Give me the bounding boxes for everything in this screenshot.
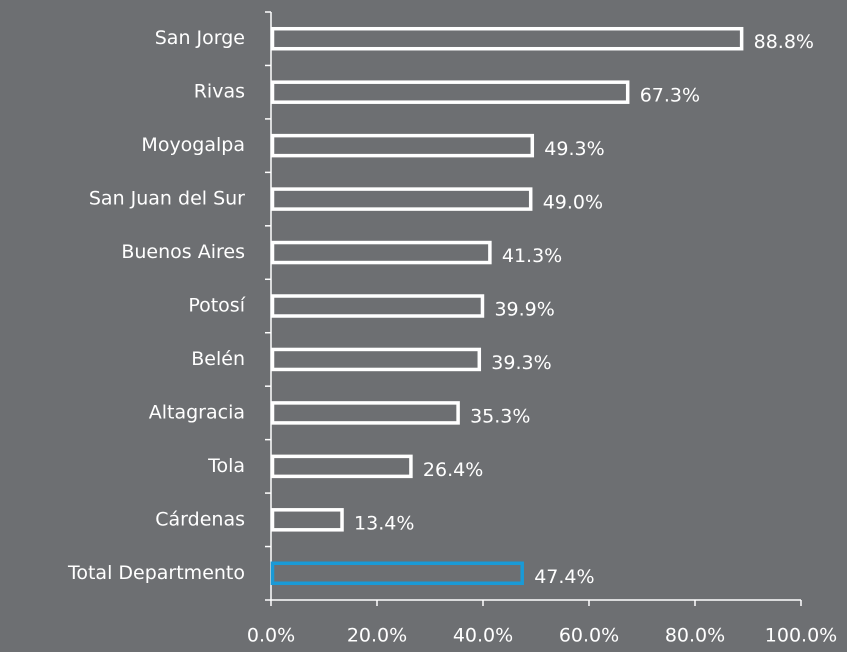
bar: [270, 80, 630, 104]
value-label: 67.3%: [640, 85, 700, 107]
x-tick-label: 20.0%: [347, 625, 407, 647]
y-tick-label: San Jorge: [155, 27, 245, 49]
bar: [270, 240, 492, 265]
y-tick-label: San Juan del Sur: [89, 188, 245, 210]
value-label: 49.0%: [543, 192, 603, 214]
bar: [270, 347, 482, 372]
value-label: 88.8%: [754, 31, 814, 53]
y-tick-label: Belén: [191, 348, 245, 370]
bar: [270, 133, 535, 158]
bar: [270, 401, 460, 425]
x-tick-label: 40.0%: [453, 625, 513, 647]
value-label: 13.4%: [354, 512, 414, 534]
y-tick-label: Cárdenas: [155, 508, 245, 530]
x-tick-label: 0.0%: [247, 625, 295, 647]
value-label: 41.3%: [502, 245, 562, 267]
x-tick-label: 60.0%: [559, 625, 619, 647]
y-tick-label: Total Departmento: [67, 562, 245, 584]
y-tick-label: Moyogalpa: [141, 134, 245, 156]
y-tick-label: Buenos Aires: [121, 241, 245, 263]
bar: [270, 26, 744, 51]
x-tick-label: 80.0%: [665, 625, 725, 647]
value-label: 39.3%: [491, 352, 551, 374]
value-label: 26.4%: [423, 459, 483, 481]
bar: [270, 561, 524, 586]
bar: [270, 508, 344, 532]
y-tick-label: Altagracia: [149, 401, 245, 423]
value-label: 35.3%: [470, 405, 530, 427]
y-tick-label: Tola: [207, 455, 245, 477]
y-tick-label: Potosí: [188, 295, 245, 317]
y-tick-label: Rivas: [194, 81, 245, 103]
x-tick-label: 100.0%: [765, 625, 837, 647]
bar: [270, 187, 533, 211]
value-label: 47.4%: [534, 566, 594, 588]
value-label: 39.9%: [494, 299, 554, 321]
value-label: 49.3%: [544, 138, 604, 160]
bar: [270, 294, 485, 318]
bar: [270, 454, 413, 479]
